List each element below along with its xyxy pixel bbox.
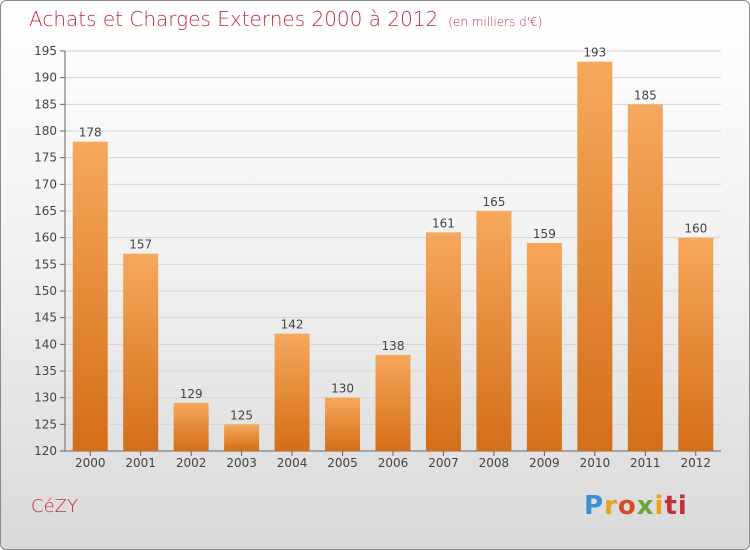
x-tick-label: 2003 bbox=[226, 456, 257, 470]
logo-letter: P bbox=[584, 491, 605, 521]
y-tick-label: 140 bbox=[34, 337, 57, 351]
logo-letter: r bbox=[604, 491, 618, 521]
x-tick-label: 2001 bbox=[125, 456, 156, 470]
bar-value-label: 157 bbox=[129, 238, 152, 252]
x-tick-label: 2009 bbox=[529, 456, 560, 470]
logo-letter: ti bbox=[664, 491, 688, 521]
bar bbox=[325, 397, 361, 451]
y-tick-label: 155 bbox=[34, 257, 57, 271]
bar bbox=[224, 424, 260, 451]
bar bbox=[123, 253, 159, 451]
chart-unit: (en milliers d'€) bbox=[448, 15, 543, 29]
x-tick-label: 2010 bbox=[580, 456, 611, 470]
axes: 120 125 130 135 140 145 150 155 160 165 170 175 180 1… bbox=[34, 44, 721, 470]
bar bbox=[627, 104, 663, 451]
y-tick-label: 175 bbox=[34, 151, 57, 165]
bar-value-label: 159 bbox=[533, 227, 556, 241]
bar-value-label: 142 bbox=[281, 318, 304, 332]
bar bbox=[678, 237, 714, 451]
data-labels: 178 157 129 125 142 130 138 161 165 159 193 185 160 bbox=[79, 46, 707, 423]
bar bbox=[375, 355, 411, 451]
bar-value-label: 129 bbox=[180, 387, 203, 401]
y-tick-label: 130 bbox=[34, 391, 57, 405]
bar bbox=[476, 211, 512, 451]
y-tick-label: 195 bbox=[34, 44, 57, 58]
y-tick-label: 150 bbox=[34, 284, 57, 298]
bar bbox=[526, 243, 562, 451]
y-tick-label: 165 bbox=[34, 204, 57, 218]
bar bbox=[72, 141, 108, 451]
bar-value-label: 178 bbox=[79, 126, 102, 140]
y-tick-label: 170 bbox=[34, 177, 57, 191]
bar-value-label: 125 bbox=[230, 408, 253, 422]
bars bbox=[72, 61, 714, 452]
chart-title-text: Achats et Charges Externes 2000 à 2012 bbox=[29, 7, 439, 31]
bar-value-label: 165 bbox=[482, 195, 505, 209]
chart-title: Achats et Charges Externes 2000 à 2012 (e… bbox=[29, 7, 542, 31]
y-tick-label: 135 bbox=[34, 364, 57, 378]
x-tick-label: 2006 bbox=[378, 456, 409, 470]
bar-value-label: 138 bbox=[382, 339, 405, 353]
x-tick-label: 2007 bbox=[428, 456, 459, 470]
y-tick-label: 180 bbox=[34, 124, 57, 138]
x-tick-label: 2011 bbox=[630, 456, 661, 470]
y-tick-label: 190 bbox=[34, 71, 57, 85]
logo-letter: x bbox=[636, 491, 655, 521]
bar-value-label: 160 bbox=[684, 222, 707, 236]
y-tick-label: 145 bbox=[34, 311, 57, 325]
bar-value-label: 161 bbox=[432, 216, 455, 230]
x-tick-label: 2002 bbox=[176, 456, 207, 470]
commune-name: CéZY bbox=[31, 496, 78, 517]
y-tick-label: 120 bbox=[34, 444, 57, 458]
bar-value-label: 185 bbox=[634, 88, 657, 102]
y-tick-label: 160 bbox=[34, 231, 57, 245]
x-tick-label: 2008 bbox=[479, 456, 510, 470]
y-tick-label: 185 bbox=[34, 97, 57, 111]
bar-value-label: 193 bbox=[583, 46, 606, 60]
bar-value-label: 130 bbox=[331, 382, 354, 396]
bar bbox=[425, 232, 461, 451]
y-tick-label: 125 bbox=[34, 417, 57, 431]
x-tick-label: 2000 bbox=[75, 456, 106, 470]
proxiti-logo: Proxiti bbox=[584, 491, 688, 521]
bar bbox=[173, 403, 209, 451]
x-tick-label: 2005 bbox=[327, 456, 358, 470]
bar bbox=[577, 61, 613, 452]
bar bbox=[274, 333, 310, 451]
logo-letter: o bbox=[617, 491, 637, 521]
logo-letter: i bbox=[654, 491, 665, 521]
x-tick-label: 2004 bbox=[277, 456, 308, 470]
x-tick-label: 2012 bbox=[680, 456, 711, 470]
